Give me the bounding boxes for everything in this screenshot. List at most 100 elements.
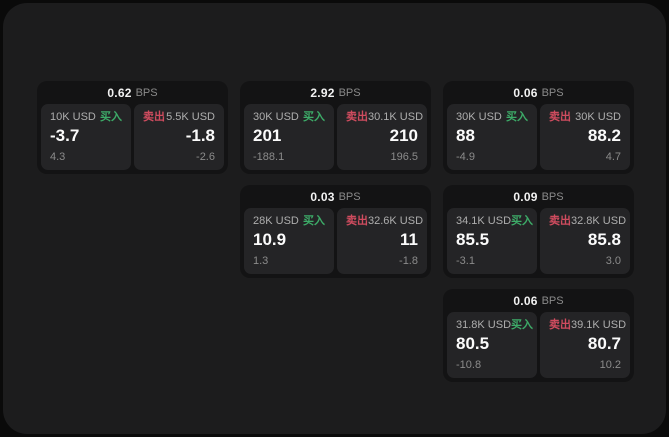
buy-sub-value: 1.3 xyxy=(253,255,269,267)
buy-quote-panel[interactable]: 10K USD 买入 -3.7 4.3 xyxy=(41,104,131,170)
buy-quote-panel[interactable]: 34.1K USD 买入 85.5 -3.1 xyxy=(447,208,537,274)
panel-top-row: 卖出 32.6K USD xyxy=(346,215,423,227)
panel-top-row: 30K USD 买入 xyxy=(253,112,325,123)
quote-panels: 30K USD 买入 88 -4.9 卖出 30K USD 88.2 4.7 xyxy=(447,104,630,170)
buy-sub-value: -188.1 xyxy=(253,151,285,163)
quote-cards-grid: 0.62 BPS 10K USD 买入 -3.7 4.3 卖出 xyxy=(37,81,634,382)
buy-quote-panel[interactable]: 28K USD 买入 10.9 1.3 xyxy=(244,208,334,274)
quote-card: 0.06 BPS 30K USD 买入 88 -4.9 卖出 xyxy=(443,81,634,174)
sell-main-value: 85.8 xyxy=(587,230,621,249)
buy-sub-value: -3.1 xyxy=(456,255,475,267)
buy-side-label: 买入 xyxy=(506,111,528,123)
buy-main-value: 88 xyxy=(456,126,475,145)
panel-top-row: 卖出 39.1K USD xyxy=(549,319,626,331)
bps-value: 0.06 xyxy=(513,85,538,100)
card-header: 0.03 BPS xyxy=(244,185,427,208)
bps-unit: BPS xyxy=(338,190,361,203)
quote-panels: 30K USD 买入 201 -188.1 卖出 30.1K USD 210 1… xyxy=(244,104,427,170)
quote-card: 0.03 BPS 28K USD 买入 10.9 1.3 卖出 xyxy=(240,185,431,278)
quotes-panel: 0.62 BPS 10K USD 买入 -3.7 4.3 卖出 xyxy=(3,3,666,434)
sell-sub-value: -1.8 xyxy=(399,255,418,267)
sell-sub-value: 4.7 xyxy=(605,151,621,163)
sell-side-label: 卖出 xyxy=(549,215,571,227)
sell-side-label: 卖出 xyxy=(346,111,368,123)
sell-main-value: 11 xyxy=(400,230,418,249)
buy-side-label: 买入 xyxy=(100,111,122,123)
sell-quote-panel[interactable]: 卖出 39.1K USD 80.7 10.2 xyxy=(540,312,630,378)
quote-panels: 10K USD 买入 -3.7 4.3 卖出 5.5K USD -1.8 -2.… xyxy=(41,104,224,170)
buy-main-value: 10.9 xyxy=(253,230,287,249)
panel-top-row: 卖出 30K USD xyxy=(549,112,621,123)
buy-sub-value: -10.8 xyxy=(456,359,482,371)
card-header: 0.06 BPS xyxy=(447,81,630,104)
panel-top-row: 卖出 5.5K USD xyxy=(143,112,215,123)
sell-amount: 30K USD xyxy=(575,111,621,123)
sell-side-label: 卖出 xyxy=(346,215,368,227)
sell-amount: 30.1K USD xyxy=(368,111,424,123)
sell-quote-panel[interactable]: 卖出 5.5K USD -1.8 -2.6 xyxy=(134,104,224,170)
bps-value: 0.09 xyxy=(513,189,538,204)
buy-quote-panel[interactable]: 31.8K USD 买入 80.5 -10.8 xyxy=(447,312,537,378)
sell-sub-value: -2.6 xyxy=(196,151,215,163)
buy-side-label: 买入 xyxy=(511,215,534,227)
buy-amount: 10K USD xyxy=(50,111,96,123)
sell-main-value: 210 xyxy=(389,126,418,145)
bps-unit: BPS xyxy=(541,294,564,307)
buy-sub-value: 4.3 xyxy=(50,151,66,163)
buy-quote-panel[interactable]: 30K USD 买入 201 -188.1 xyxy=(244,104,334,170)
quote-panels: 31.8K USD 买入 80.5 -10.8 卖出 39.1K USD 80.… xyxy=(447,312,630,378)
buy-amount: 30K USD xyxy=(253,111,299,123)
sell-main-value: -1.8 xyxy=(185,126,215,145)
buy-main-value: -3.7 xyxy=(50,126,80,145)
quote-panels: 34.1K USD 买入 85.5 -3.1 卖出 32.8K USD 85.8… xyxy=(447,208,630,274)
panel-top-row: 30K USD 买入 xyxy=(456,112,528,123)
buy-quote-panel[interactable]: 30K USD 买入 88 -4.9 xyxy=(447,104,537,170)
bps-unit: BPS xyxy=(541,190,564,203)
buy-main-value: 85.5 xyxy=(456,230,490,249)
panel-top-row: 34.1K USD 买入 xyxy=(456,215,533,227)
buy-side-label: 买入 xyxy=(303,111,325,123)
bps-value: 0.06 xyxy=(513,293,538,308)
sell-quote-panel[interactable]: 卖出 32.8K USD 85.8 3.0 xyxy=(540,208,630,274)
buy-main-value: 80.5 xyxy=(456,334,490,353)
sell-side-label: 卖出 xyxy=(143,111,165,123)
buy-amount: 30K USD xyxy=(456,111,502,123)
panel-top-row: 10K USD 买入 xyxy=(50,112,122,123)
buy-main-value: 201 xyxy=(253,126,282,145)
quote-card: 0.62 BPS 10K USD 买入 -3.7 4.3 卖出 xyxy=(37,81,228,174)
quote-card: 0.06 BPS 31.8K USD 买入 80.5 -10.8 卖 xyxy=(443,289,634,382)
sell-sub-value: 3.0 xyxy=(605,255,621,267)
sell-sub-value: 196.5 xyxy=(390,151,418,163)
buy-amount: 28K USD xyxy=(253,215,299,227)
sell-main-value: 80.7 xyxy=(587,334,621,353)
bps-value: 0.62 xyxy=(107,85,132,100)
sell-quote-panel[interactable]: 卖出 32.6K USD 11 -1.8 xyxy=(337,208,427,274)
bps-unit: BPS xyxy=(338,86,361,99)
panel-top-row: 卖出 32.8K USD xyxy=(549,215,626,227)
sell-amount: 32.8K USD xyxy=(571,215,627,227)
sell-quote-panel[interactable]: 卖出 30K USD 88.2 4.7 xyxy=(540,104,630,170)
sell-side-label: 卖出 xyxy=(549,111,571,123)
bps-value: 2.92 xyxy=(310,85,335,100)
panel-top-row: 卖出 30.1K USD xyxy=(346,111,423,123)
buy-amount: 31.8K USD xyxy=(456,319,512,331)
bps-unit: BPS xyxy=(541,86,564,99)
card-header: 0.06 BPS xyxy=(447,289,630,312)
sell-quote-panel[interactable]: 卖出 30.1K USD 210 196.5 xyxy=(337,104,427,170)
panel-top-row: 28K USD 买入 xyxy=(253,216,325,227)
buy-side-label: 买入 xyxy=(303,215,325,227)
quote-card: 0.09 BPS 34.1K USD 买入 85.5 -3.1 卖出 xyxy=(443,185,634,278)
card-header: 0.62 BPS xyxy=(41,81,224,104)
buy-amount: 34.1K USD xyxy=(456,215,512,227)
sell-side-label: 卖出 xyxy=(549,319,571,331)
sell-sub-value: 10.2 xyxy=(599,359,621,371)
quote-panels: 28K USD 买入 10.9 1.3 卖出 32.6K USD 11 -1.8 xyxy=(244,208,427,274)
buy-sub-value: -4.9 xyxy=(456,151,475,163)
bps-unit: BPS xyxy=(135,86,158,99)
bps-value: 0.03 xyxy=(310,189,335,204)
quote-card: 2.92 BPS 30K USD 买入 201 -188.1 卖出 xyxy=(240,81,431,174)
sell-amount: 32.6K USD xyxy=(368,215,424,227)
panel-top-row: 31.8K USD 买入 xyxy=(456,319,533,331)
card-header: 2.92 BPS xyxy=(244,81,427,104)
